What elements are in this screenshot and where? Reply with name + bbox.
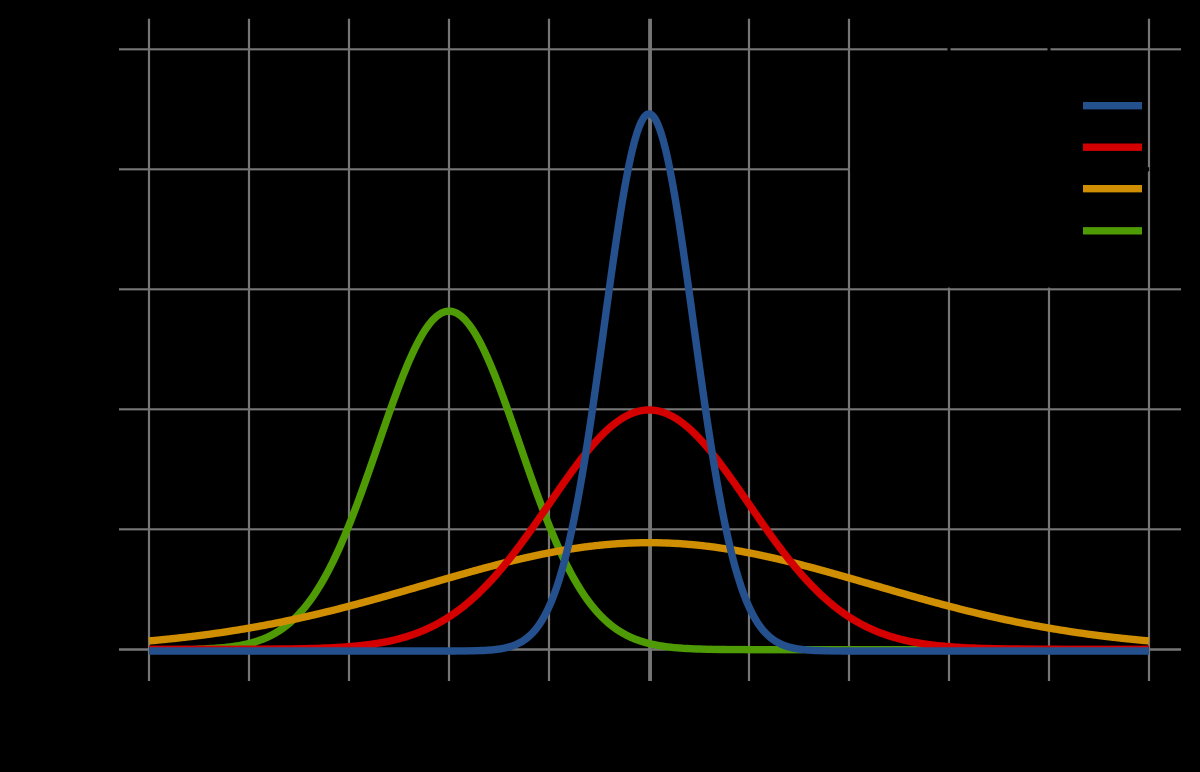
- svg-text:0.6: 0.6: [66, 273, 108, 306]
- svg-text:μ=0, σ²=5.0,: μ=0, σ²=5.0,: [927, 174, 1075, 204]
- svg-text:1.0: 1.0: [66, 33, 108, 66]
- svg-text:0.0: 0.0: [66, 633, 108, 666]
- svg-text:-2: -2: [436, 686, 463, 719]
- svg-text:5: 5: [1141, 686, 1158, 719]
- svg-text:φ(x): φ(x): [60, 324, 114, 357]
- svg-text:4: 4: [1041, 686, 1058, 719]
- svg-text:0: 0: [641, 686, 658, 719]
- svg-text:-3: -3: [336, 686, 363, 719]
- svg-text:μ=-2, σ²=0.5,: μ=-2, σ²=0.5,: [918, 216, 1075, 246]
- svg-text:-4: -4: [236, 686, 263, 719]
- svg-text:0.4: 0.4: [66, 393, 108, 426]
- svg-text:0.2: 0.2: [66, 513, 108, 546]
- svg-text:1: 1: [741, 686, 758, 719]
- svg-text:2: 2: [841, 686, 858, 719]
- svg-text:-1: -1: [536, 686, 563, 719]
- svg-text:0.8: 0.8: [66, 153, 108, 186]
- svg-text:μ=0, σ²=0.2,: μ=0, σ²=0.2,: [927, 91, 1075, 121]
- svg-text:μ=0, σ²=1.0,: μ=0, σ²=1.0,: [927, 132, 1075, 162]
- svg-text:-5: -5: [136, 686, 163, 719]
- svg-text:3: 3: [941, 686, 958, 719]
